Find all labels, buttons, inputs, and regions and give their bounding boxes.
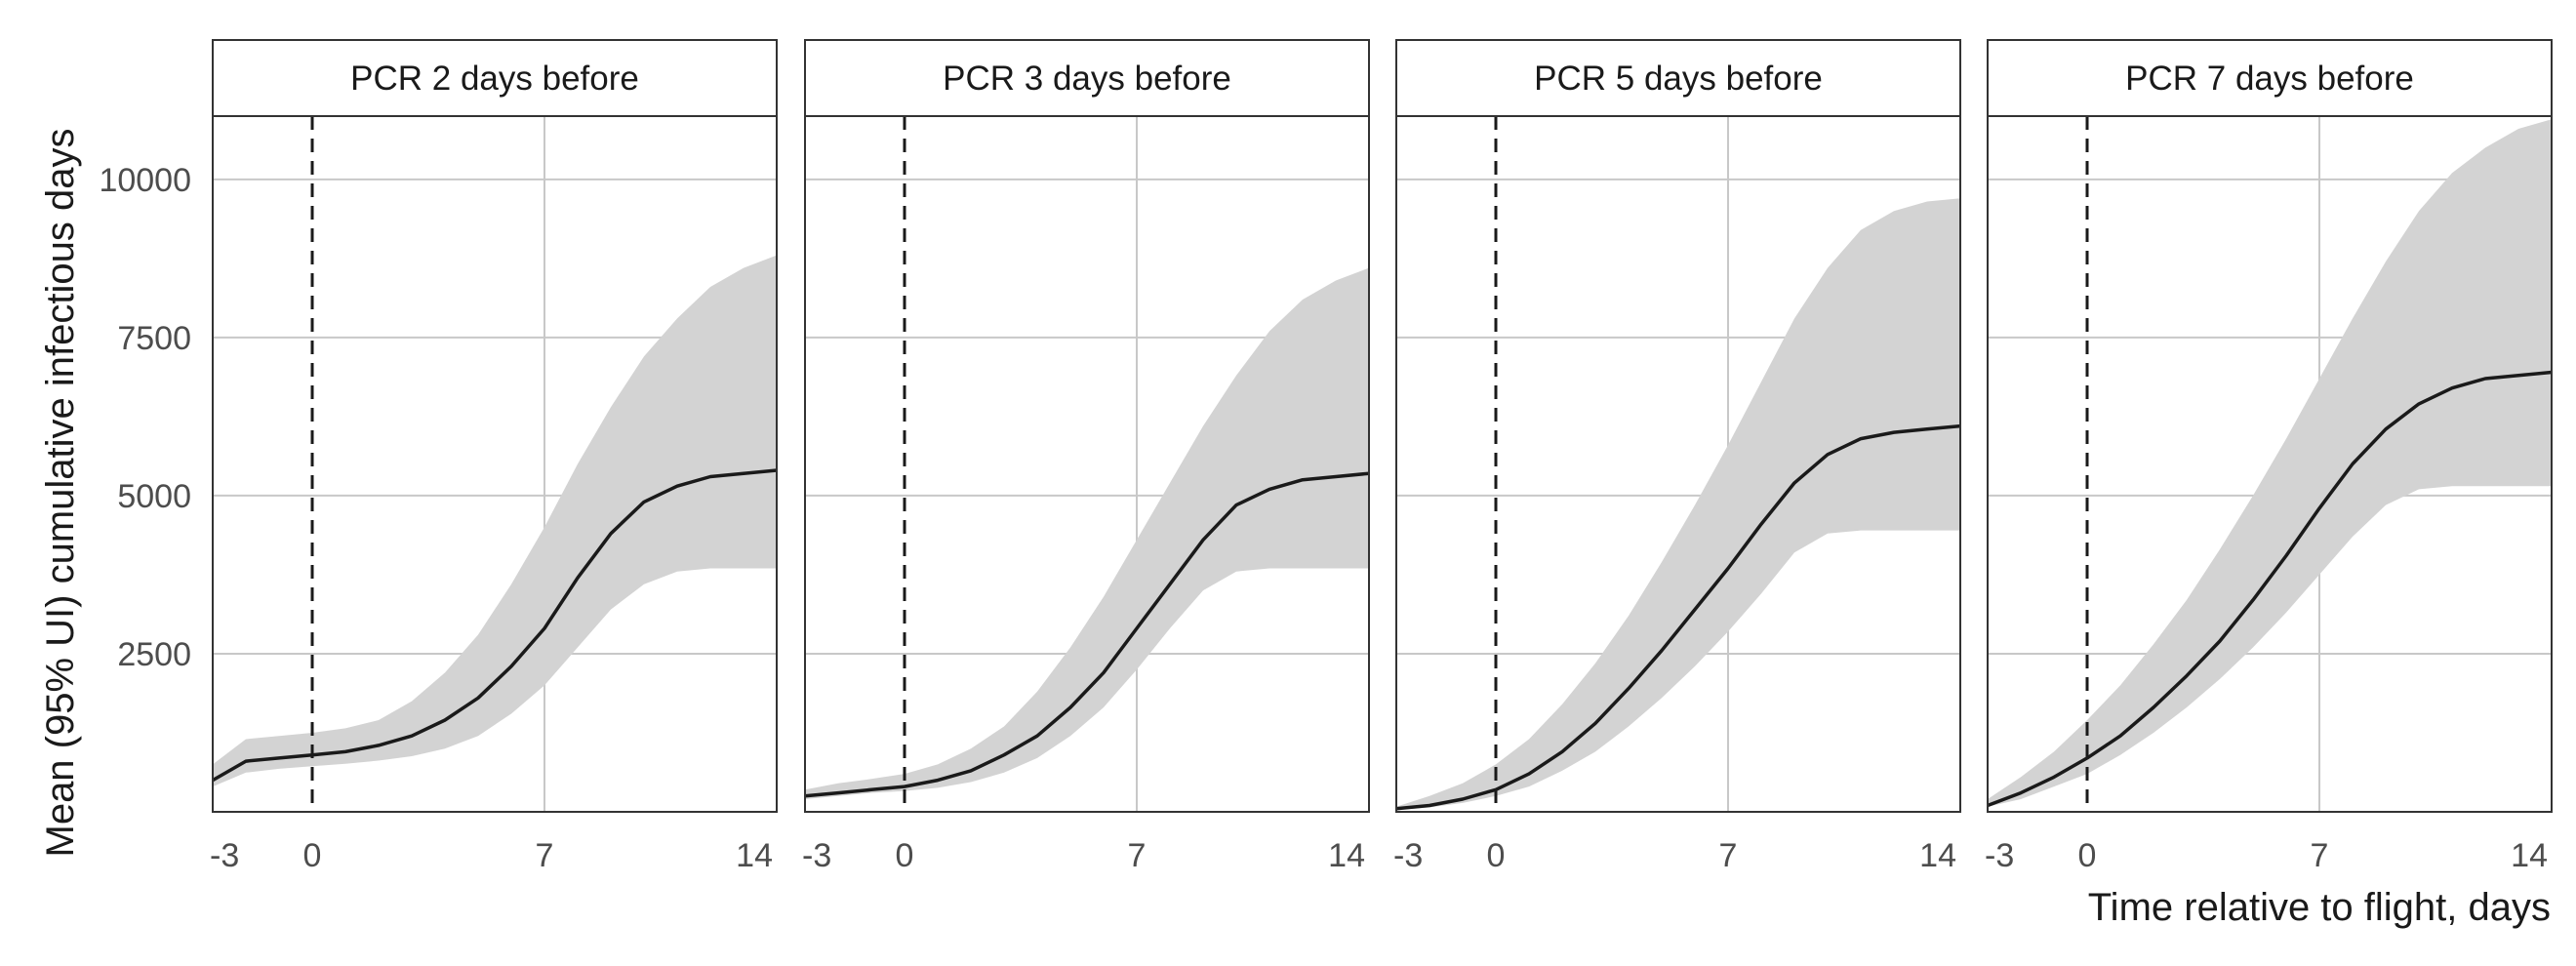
- facet-strip: [804, 39, 1370, 117]
- x-tick-label: -3: [802, 837, 831, 874]
- facet-panel-2: PCR 3 days before -3 0 7 14: [802, 39, 1370, 874]
- x-tick-label: 14: [1919, 837, 1956, 874]
- facet-strip-title: PCR 5 days before: [1534, 60, 1823, 98]
- uncertainty-band: [1396, 198, 1960, 811]
- x-tick-label: 7: [2311, 837, 2329, 874]
- panel-border: [212, 115, 778, 813]
- facet-strip: [1987, 39, 2553, 117]
- y-tick-label: 2500: [117, 636, 191, 673]
- x-tick-label: 7: [1128, 837, 1147, 874]
- x-tick-label: 7: [1719, 837, 1738, 874]
- facet-panel-3: PCR 5 days before -3 0 7 14: [1393, 39, 1961, 874]
- facet-strip: [212, 39, 778, 117]
- facet-strip-title: PCR 3 days before: [943, 60, 1231, 98]
- mean-line: [212, 468, 778, 783]
- uncertainty-band: [1988, 119, 2552, 807]
- panel-border: [804, 115, 1370, 813]
- y-axis: 2500 5000 7500 10000: [99, 162, 191, 673]
- x-tick-label: 14: [736, 837, 773, 874]
- facet-panel-4: PCR 7 days before -3 0 7 14: [1985, 39, 2553, 874]
- x-tick-label: 0: [1487, 837, 1506, 874]
- mean-line: [1987, 370, 2553, 808]
- panel-border: [1987, 115, 2553, 813]
- x-tick-label: 0: [2078, 837, 2097, 874]
- x-tick-label: 0: [896, 837, 914, 874]
- uncertainty-band: [805, 267, 1369, 800]
- x-tick-label: 14: [2511, 837, 2548, 874]
- y-tick-label: 5000: [117, 478, 191, 515]
- x-tick-label: 14: [1328, 837, 1365, 874]
- y-tick-label: 7500: [117, 320, 191, 357]
- x-tick-label: -3: [210, 837, 239, 874]
- facet-panel-1: PCR 2 days before -3 0 7 14: [210, 39, 778, 874]
- y-axis-title: Mean (95% UI) cumulative infectious days: [39, 129, 82, 858]
- x-axis-title: Time relative to flight, days: [2088, 886, 2551, 929]
- y-tick-label: 10000: [99, 162, 191, 199]
- x-tick-label: -3: [1985, 837, 2014, 874]
- mean-line: [804, 471, 1370, 798]
- x-tick-label: 0: [303, 837, 322, 874]
- uncertainty-band: [213, 255, 777, 787]
- x-tick-label: -3: [1393, 837, 1423, 874]
- facet-strip-title: PCR 7 days before: [2125, 60, 2414, 98]
- mean-line: [1395, 423, 1961, 811]
- facet-strip-title: PCR 2 days before: [350, 60, 639, 98]
- panel-border: [1395, 115, 1961, 813]
- x-tick-label: 7: [536, 837, 554, 874]
